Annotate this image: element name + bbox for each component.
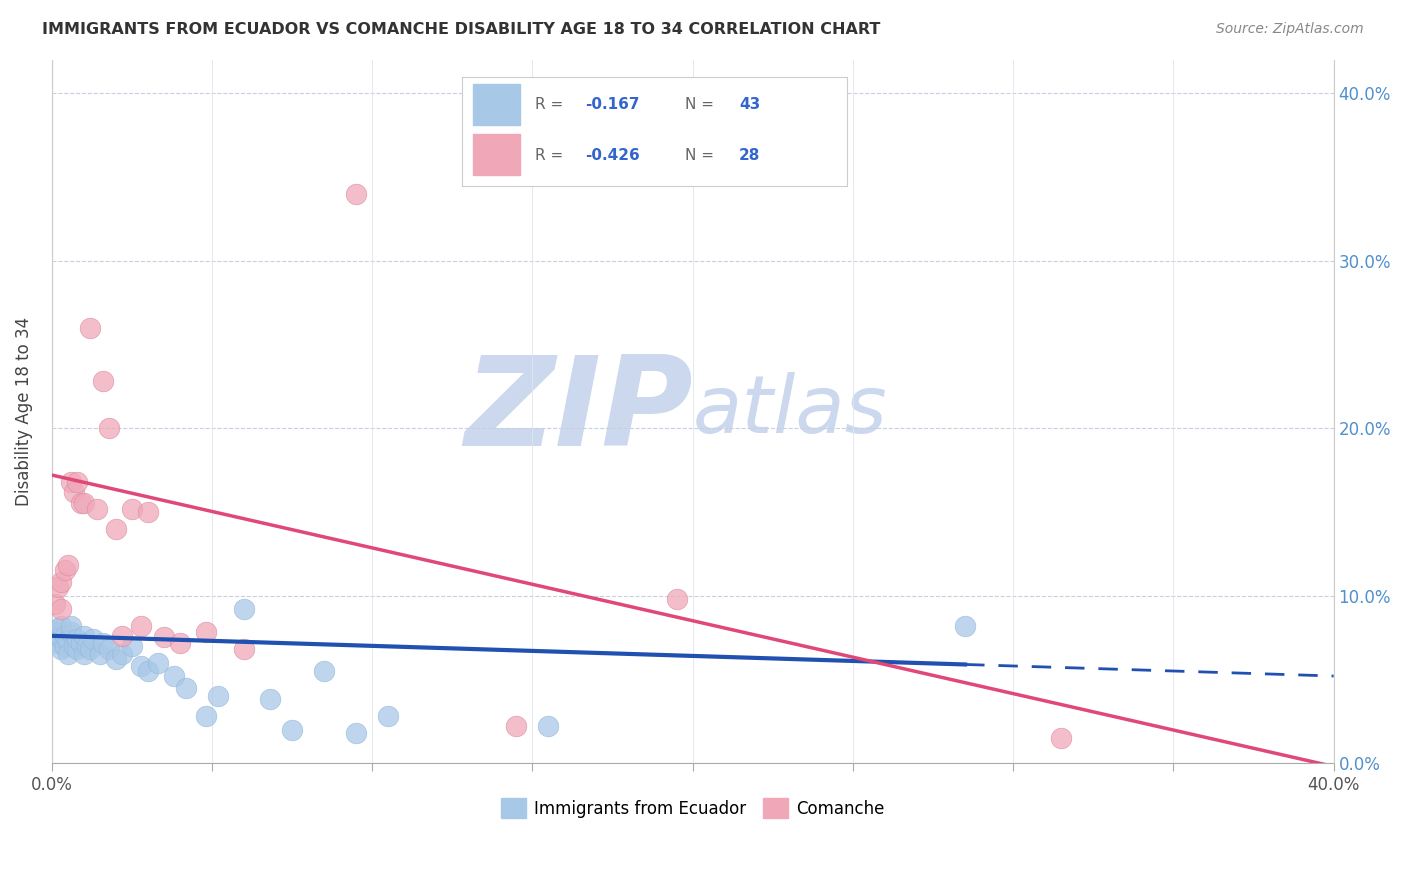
Text: ZIP: ZIP [464,351,693,472]
Point [207,689,229,703]
Point [111,629,134,643]
Point [314,664,336,678]
Point [259,692,281,706]
Point [344,726,367,740]
Point [98,642,121,657]
Point [73,629,96,643]
Point [1050,731,1073,745]
Point [51,575,73,590]
Point [59,475,82,489]
Point [233,642,256,657]
Point [56,647,79,661]
Point [344,186,367,201]
Point [104,652,127,666]
Point [89,647,111,661]
Point [66,632,89,647]
Point [98,421,121,435]
Text: atlas: atlas [693,372,887,450]
Point [91,374,114,388]
Point [377,709,399,723]
Point [194,625,217,640]
Point [537,719,560,733]
Point [53,639,76,653]
Point [53,629,76,643]
Point [59,625,82,640]
Point [76,639,98,653]
Point [79,642,101,657]
Point [176,681,198,695]
Point [63,639,86,653]
Point [194,709,217,723]
Point [66,642,89,657]
Point [104,522,127,536]
Point [146,656,169,670]
Point [505,719,527,733]
Point [153,631,176,645]
Point [86,501,108,516]
Point [44,633,66,648]
Point [136,505,159,519]
Point [79,320,101,334]
Point [51,642,73,657]
Point [111,647,134,661]
Point [51,619,73,633]
Y-axis label: Disability Age 18 to 34: Disability Age 18 to 34 [15,317,32,506]
Point [53,564,76,578]
Text: Source: ZipAtlas.com: Source: ZipAtlas.com [1216,22,1364,37]
Point [233,602,256,616]
Point [56,633,79,648]
Point [66,475,89,489]
Point [121,501,143,516]
Point [56,558,79,573]
Point [44,625,66,640]
Point [69,635,91,649]
Point [281,723,304,737]
Text: IMMIGRANTS FROM ECUADOR VS COMANCHE DISABILITY AGE 18 TO 34 CORRELATION CHART: IMMIGRANTS FROM ECUADOR VS COMANCHE DISA… [42,22,880,37]
Legend: Immigrants from Ecuador, Comanche: Immigrants from Ecuador, Comanche [494,791,891,825]
Point [121,639,143,653]
Point [44,597,66,611]
Point [69,496,91,510]
Point [63,484,86,499]
Point [46,622,69,636]
Point [51,631,73,645]
Point [73,496,96,510]
Point [51,602,73,616]
Point [82,632,104,647]
Point [46,635,69,649]
Point [131,619,153,633]
Point [169,635,191,649]
Point [131,659,153,673]
Point [136,664,159,678]
Point [953,619,976,633]
Point [46,580,69,594]
Point [73,647,96,661]
Point [59,619,82,633]
Point [162,669,184,683]
Point [91,635,114,649]
Point [665,591,688,606]
